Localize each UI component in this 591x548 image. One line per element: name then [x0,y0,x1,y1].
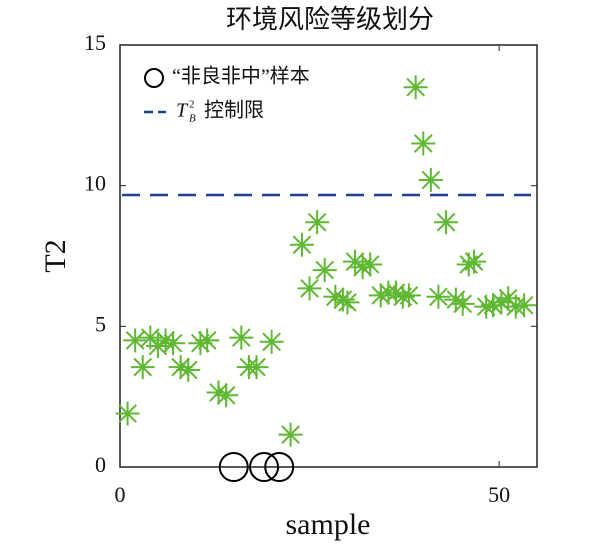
asterisk-stroke [156,331,175,350]
legend-symbol: T [176,100,189,122]
asterisk-stroke [333,290,353,309]
asterisk-stroke [231,328,251,347]
asterisk-stroke [464,252,484,271]
x-tick-label: 50 [488,482,510,507]
asterisk-point [176,357,201,382]
plot-frame [119,44,538,468]
legend-marker [144,68,164,88]
legend-symbol-sup: 2 [189,99,195,111]
asterisk-stroke [506,297,526,316]
asterisk-stroke [178,360,198,380]
y-tick-label: 10 [84,171,106,196]
asterisk-point [489,290,514,315]
asterisk-stroke [360,255,380,274]
asterisk-stroke [125,331,145,350]
asterisk-point [411,131,436,156]
legend-symbol-sub: B [189,113,196,125]
asterisk-stroke [292,235,312,255]
asterisk-point [443,287,468,312]
y-tick-label: 15 [84,30,106,55]
asterisk-point [259,329,284,354]
y-tick-label: 5 [95,311,106,336]
asterisk-stroke [406,77,426,97]
asterisk-stroke [197,331,217,350]
chart-title: 环境风险等级划分 [226,5,434,34]
asterisk-point [426,284,451,309]
x-axis-label: sample [286,508,371,541]
asterisk-point [358,252,383,277]
asterisk-point [229,325,254,350]
asterisk-point [312,258,337,283]
asterisk-point [188,331,213,356]
asterisk-stroke [118,404,137,423]
asterisk-stroke [345,252,365,271]
circle-point [249,452,280,482]
legend-label: 控制限 [204,99,264,122]
asterisk-stroke [446,290,466,309]
asterisk-point [161,331,186,356]
asterisk-stroke [300,279,319,298]
asterisk-point [130,355,155,380]
asterisk-point [396,283,421,308]
asterisk-stroke [307,212,327,232]
asterisk-stroke [436,212,456,232]
asterisk-point [297,276,322,301]
asterisk-stroke [399,286,419,305]
y-axis-label: T2 [39,239,72,272]
asterisk-point [195,328,220,353]
asterisk-point [278,422,303,447]
y-tick-label: 0 [95,452,106,477]
asterisk-point [450,291,475,316]
asterisk-point [335,290,360,315]
asterisk-point [403,75,428,100]
asterisk-point [512,293,537,318]
asterisk-stroke [247,357,266,377]
asterisk-stroke [421,170,441,190]
circle-point [218,452,249,482]
asterisk-stroke [163,333,183,353]
asterisk-stroke [453,294,473,314]
asterisk-stroke [216,385,236,405]
asterisk-stroke [191,333,210,353]
asterisk-stroke [315,260,335,280]
asterisk-stroke [429,287,448,307]
asterisk-stroke [281,425,300,444]
asterisk-point [418,168,443,193]
asterisk-stroke [413,134,433,153]
asterisk-stroke [133,357,153,377]
asterisk-stroke [476,297,496,316]
asterisk-point [462,249,487,274]
asterisk-stroke [209,383,228,402]
asterisk-stroke [386,283,406,302]
asterisk-point [214,383,239,408]
asterisk-stroke [514,295,534,315]
asterisk-point [305,210,330,235]
asterisk-stroke [262,332,281,352]
circle-point [264,452,295,482]
legend-label: “非良非中”样本 [172,65,310,88]
asterisk-stroke [338,293,357,312]
asterisk-point [244,355,269,380]
asterisk-point [289,232,314,257]
asterisk-stroke [325,287,345,307]
asterisk-point [115,401,140,426]
asterisk-stroke [171,357,191,377]
asterisk-point [434,210,459,235]
asterisk-point [123,328,148,353]
x-tick-label: 0 [115,482,126,507]
